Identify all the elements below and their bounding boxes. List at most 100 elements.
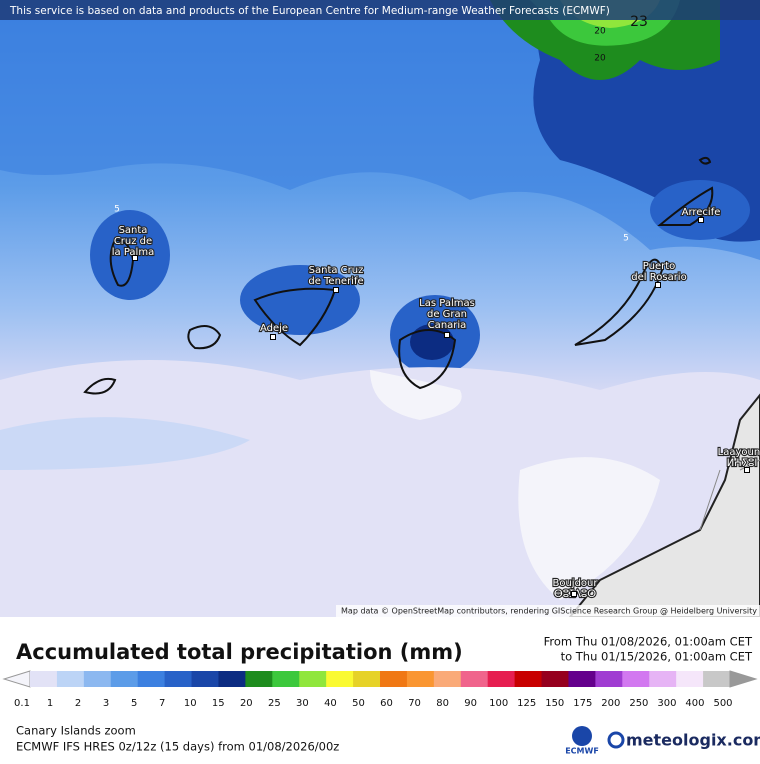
colorbar-label: 100 [489,698,508,709]
colorbar-cell [299,671,327,687]
colorbar-cell [568,671,596,687]
place-marker [333,287,339,293]
attribution-bg [336,605,760,617]
colorbar-cell [703,671,731,687]
colorbar-cell [649,671,677,687]
colorbar-label: 250 [629,698,648,709]
place-label: Las Palmas [419,298,475,309]
colorbar-cell [595,671,623,687]
colorbar-cell [460,671,489,687]
colorbar-label: 5 [131,698,137,709]
place-label: la Palma [112,247,154,258]
colorbar-cell [676,671,704,687]
colorbar-label: 300 [657,698,676,709]
colorbar-cell [191,671,219,687]
notice-bar [0,0,760,20]
place-label: de Tenerife [308,276,363,287]
colorbar-cell [433,671,462,687]
colorbar-cell [514,671,543,687]
contour-label: 20 [594,27,606,37]
ecmwf-logo [572,726,592,746]
colorbar-cell [245,671,273,687]
colorbar-cell [30,671,58,687]
colorbar-cell [380,671,408,687]
place-marker [132,255,138,261]
place-marker [270,334,276,340]
colorbar-label: 30 [296,698,309,709]
coastline-africa [568,393,760,617]
colorbar-cell [83,671,112,687]
contour-label: 23 [630,14,648,30]
map: This service is based on data and produc… [0,0,760,617]
colorbar-cell [406,671,435,687]
attribution: Map data © OpenStreetMap contributors, r… [341,607,757,616]
place-label: Santa [119,225,148,236]
place-marker [655,282,661,288]
period-from: From Thu 01/08/2026, 01:00am CET [544,635,753,649]
colorbar-label: 200 [601,698,620,709]
colorbar-arrow-low [2,670,31,688]
colorbar-cell [56,671,85,687]
ecmwf-label: ECMWF [565,747,599,756]
place-marker [571,591,577,597]
brand-logo [607,731,625,749]
colorbar-cell [326,671,354,687]
place-label: Adeje [260,323,288,334]
place-label: de Gran [427,309,467,320]
legend-title: Accumulated total precipitation (mm) [16,640,463,664]
place-label: Puerto [643,261,676,272]
colorbar-cell [218,671,246,687]
place-label: Cruz de [114,236,152,247]
colorbar-cell [622,671,650,687]
colorbar-label: 125 [517,698,536,709]
colorbar-label: 70 [408,698,421,709]
place-label: del Rosario [631,272,686,283]
colorbar-label: 60 [380,698,393,709]
place-marker [744,467,750,473]
colorbar-label: 2 [75,698,81,709]
contour-label: 5 [623,234,629,244]
colorbar-cell [541,671,569,687]
colorbar-label: 15 [212,698,225,709]
colorbar-label: 400 [685,698,704,709]
place-label: Santa Cruz [309,265,364,276]
colorbar-label: 80 [436,698,449,709]
colorbar: 0.1 1 2 3 5 7 10 15 20 25 30 40 50 60 70 80 90 100 125 150 1… [2,670,758,709]
period-to: to Thu 01/15/2026, 01:00am CET [561,650,753,664]
colorbar-label: 0.1 [14,698,30,709]
colorbar-label: 150 [545,698,564,709]
colorbar-label: 3 [103,698,109,709]
colorbar-cell [110,671,139,687]
colorbar-cell [487,671,516,687]
colorbar-label: 90 [464,698,477,709]
colorbar-label: 50 [352,698,365,709]
colorbar-label: 175 [573,698,592,709]
contour-label: 20 [594,54,606,64]
colorbar-label: 20 [240,698,253,709]
place-marker [698,217,704,223]
notice: This service is based on data and produc… [9,5,610,17]
model-info: ECMWF IFS HRES 0z/12z (15 days) from 01/… [16,740,339,754]
colorbar-cell [353,671,381,687]
colorbar-label: 7 [159,698,165,709]
contour-labels: 5 5 20 20 23 [114,14,648,244]
place-label: Arrecife [682,207,721,218]
colorbar-label: 1 [47,698,53,709]
islands [83,156,714,395]
border [699,459,760,531]
place-label: Laayoune [718,447,760,458]
region: Canary Islands zoom [16,724,136,738]
colorbar-cell [137,671,166,687]
place-label: Boujdour [552,578,598,589]
colorbar-cell [272,671,300,687]
place-label: ⵍⵄⵢⵓⵏ [727,458,758,469]
precip-field [0,0,760,617]
place-marker [444,332,450,338]
brand: meteologix.com [626,731,760,750]
colorbar-label: 40 [324,698,337,709]
colorbar-label: 10 [184,698,197,709]
place-label: Canaria [428,320,467,331]
